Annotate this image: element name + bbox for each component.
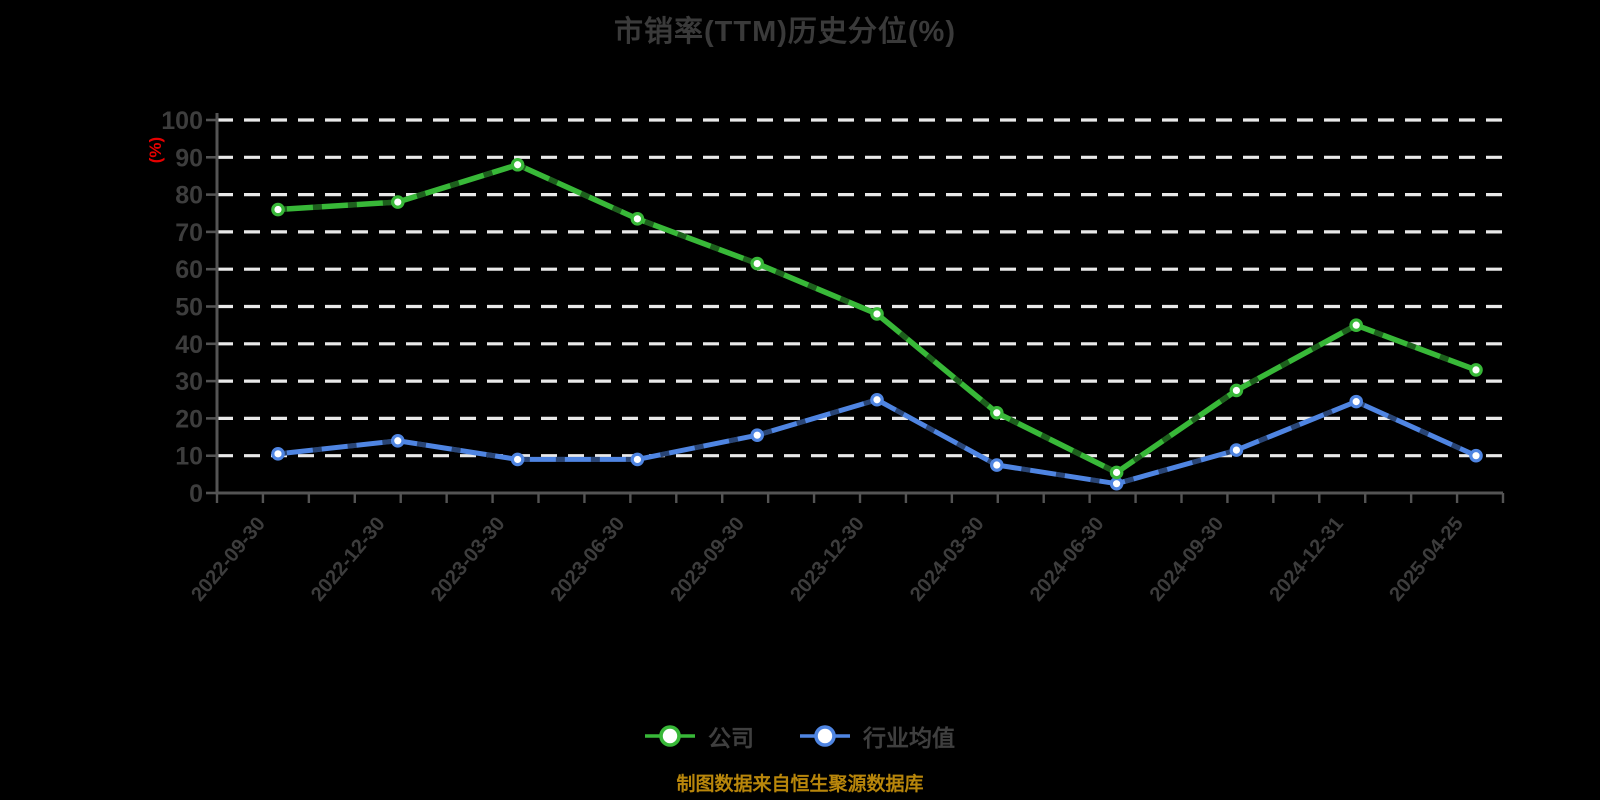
data-point-industry-average-2024-09-30[interactable]: [1229, 443, 1244, 457]
plot-area: 0 10 20 30 40 50 60 70 80 90 100 2022-09-30 2022-12-…: [161, 107, 1508, 606]
data-point-industry-average-2024-06-30[interactable]: [1109, 476, 1124, 491]
y-tick-label-40: 40: [175, 331, 203, 359]
data-point-company-2022-12-30[interactable]: [390, 195, 405, 209]
data-point-company-2023-12-30[interactable]: [870, 307, 884, 321]
data-point-industry-average-2022-09-30[interactable]: [271, 447, 285, 461]
chart-title: 市销率(TTM)历史分位(%): [613, 16, 956, 48]
data-point-company-2025-04-25[interactable]: [1469, 363, 1483, 377]
company-legend-marker-icon: [645, 725, 695, 747]
data-point-company-2023-09-30[interactable]: [750, 256, 764, 271]
y-tick-label-100: 100: [161, 107, 203, 135]
legend-item-industry-average[interactable]: 行业均值: [800, 719, 955, 753]
industry-average-legend-marker-icon: [800, 725, 850, 747]
x-category-label-2024-06-30: 2024-06-30: [1026, 513, 1109, 606]
x-category-label-2024-03-30: 2024-03-30: [906, 513, 989, 606]
y-tick-label-60: 60: [175, 256, 203, 284]
data-point-company-2024-09-30[interactable]: [1229, 383, 1244, 398]
data-source-note: 制图数据来自恒生聚源数据库: [676, 774, 924, 795]
series-line-industry-average: [275, 397, 1479, 487]
legend-label-industry-average: 行业均值: [863, 725, 955, 751]
data-point-company-2022-09-30[interactable]: [271, 202, 285, 217]
legend-item-company[interactable]: 公司: [645, 719, 754, 753]
data-point-industry-average-2023-12-30[interactable]: [870, 392, 884, 407]
x-category-label-2024-12-31: 2024-12-31: [1265, 513, 1348, 606]
data-point-industry-average-2022-12-30[interactable]: [390, 433, 405, 448]
y-tick-label-80: 80: [175, 182, 203, 210]
x-category-label-2024-09-30: 2024-09-30: [1146, 513, 1229, 606]
x-category-label-2023-09-30: 2023-09-30: [666, 513, 749, 606]
x-category-label-2023-06-30: 2023-06-30: [547, 513, 630, 606]
data-point-industry-average-2024-12-31[interactable]: [1349, 394, 1363, 409]
data-point-industry-average-2024-03-30[interactable]: [989, 458, 1004, 472]
data-point-industry-average-2023-06-30[interactable]: [630, 452, 645, 467]
y-tick-label-20: 20: [175, 405, 203, 433]
data-point-industry-average-2025-04-25[interactable]: [1469, 448, 1483, 463]
data-point-company-2024-12-31[interactable]: [1349, 318, 1363, 332]
x-category-label-2023-12-30: 2023-12-30: [786, 513, 869, 606]
x-category-label-2022-12-30: 2022-12-30: [307, 513, 390, 606]
y-tick-label-0: 0: [189, 480, 203, 508]
legend: 公司 行业均值: [0, 710, 1600, 762]
y-tick-label-70: 70: [175, 219, 203, 247]
legend-label-company: 公司: [708, 725, 754, 751]
data-point-company-2023-03-30[interactable]: [510, 157, 525, 172]
x-category-label-2023-03-30: 2023-03-30: [427, 513, 510, 606]
data-point-company-2024-06-30[interactable]: [1109, 465, 1124, 480]
y-tick-label-30: 30: [175, 368, 203, 396]
y-tick-label-50: 50: [175, 294, 203, 322]
data-point-industry-average-2023-03-30[interactable]: [510, 452, 525, 467]
y-tick-label-10: 10: [175, 443, 203, 471]
data-point-industry-average-2023-09-30[interactable]: [750, 428, 764, 442]
x-category-label-2025-04-25: 2025-04-25: [1385, 513, 1468, 606]
series-line-dash-overlay-industry-average: [277, 397, 1478, 487]
data-point-company-2023-06-30[interactable]: [630, 212, 645, 226]
x-category-label-2022-09-30: 2022-09-30: [187, 513, 270, 606]
data-point-company-2024-03-30[interactable]: [989, 406, 1004, 420]
y-tick-label-90: 90: [175, 144, 203, 172]
